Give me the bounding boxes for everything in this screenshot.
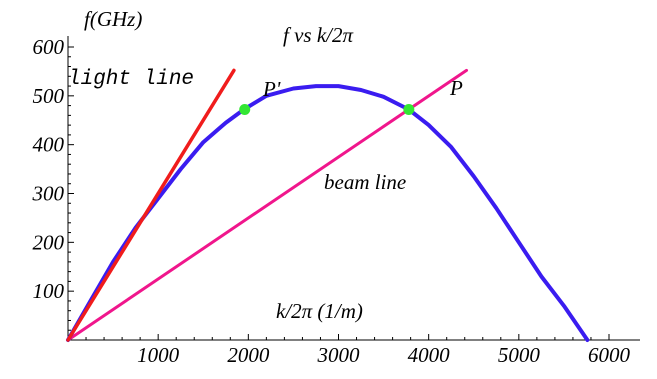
x-tick-label: 6000 [588,343,631,367]
x-tick-label: 5000 [498,343,541,367]
dispersion-curve [66,84,590,342]
y-tick-label: 600 [33,35,65,59]
series-lines [66,68,590,342]
y-tick-label: 400 [33,133,65,157]
y-tick-label: 300 [32,182,65,206]
y-tick-label: 100 [33,279,65,303]
beam-line-label: beam line [324,170,406,194]
point-label-p-prime: P' [262,77,281,101]
y-tick-label: 200 [33,230,65,254]
x-tick-label: 4000 [408,343,451,367]
y-tick-label: 500 [33,84,65,108]
point-p-prime [239,104,251,116]
x-tick-label: 1000 [137,343,180,367]
x-axis-label: k/2π (1/m) [276,299,363,323]
point-p [403,104,415,116]
axes [67,36,640,341]
tick-marks [68,46,610,340]
point-markers [239,104,415,116]
light-line [66,68,236,342]
beam-line [66,68,468,342]
x-tick-label: 3000 [317,343,361,367]
chart-title: f vs k/2π [283,23,353,47]
y-axis-label: f(GHz) [84,7,142,31]
x-tick-label: 2000 [227,343,270,367]
tick-labels: 1000 2000 3000 4000 5000 6000 100 200 300 400 500 6… [32,35,631,367]
light-line-label: light line [68,68,194,91]
point-label-p: P [449,76,463,100]
